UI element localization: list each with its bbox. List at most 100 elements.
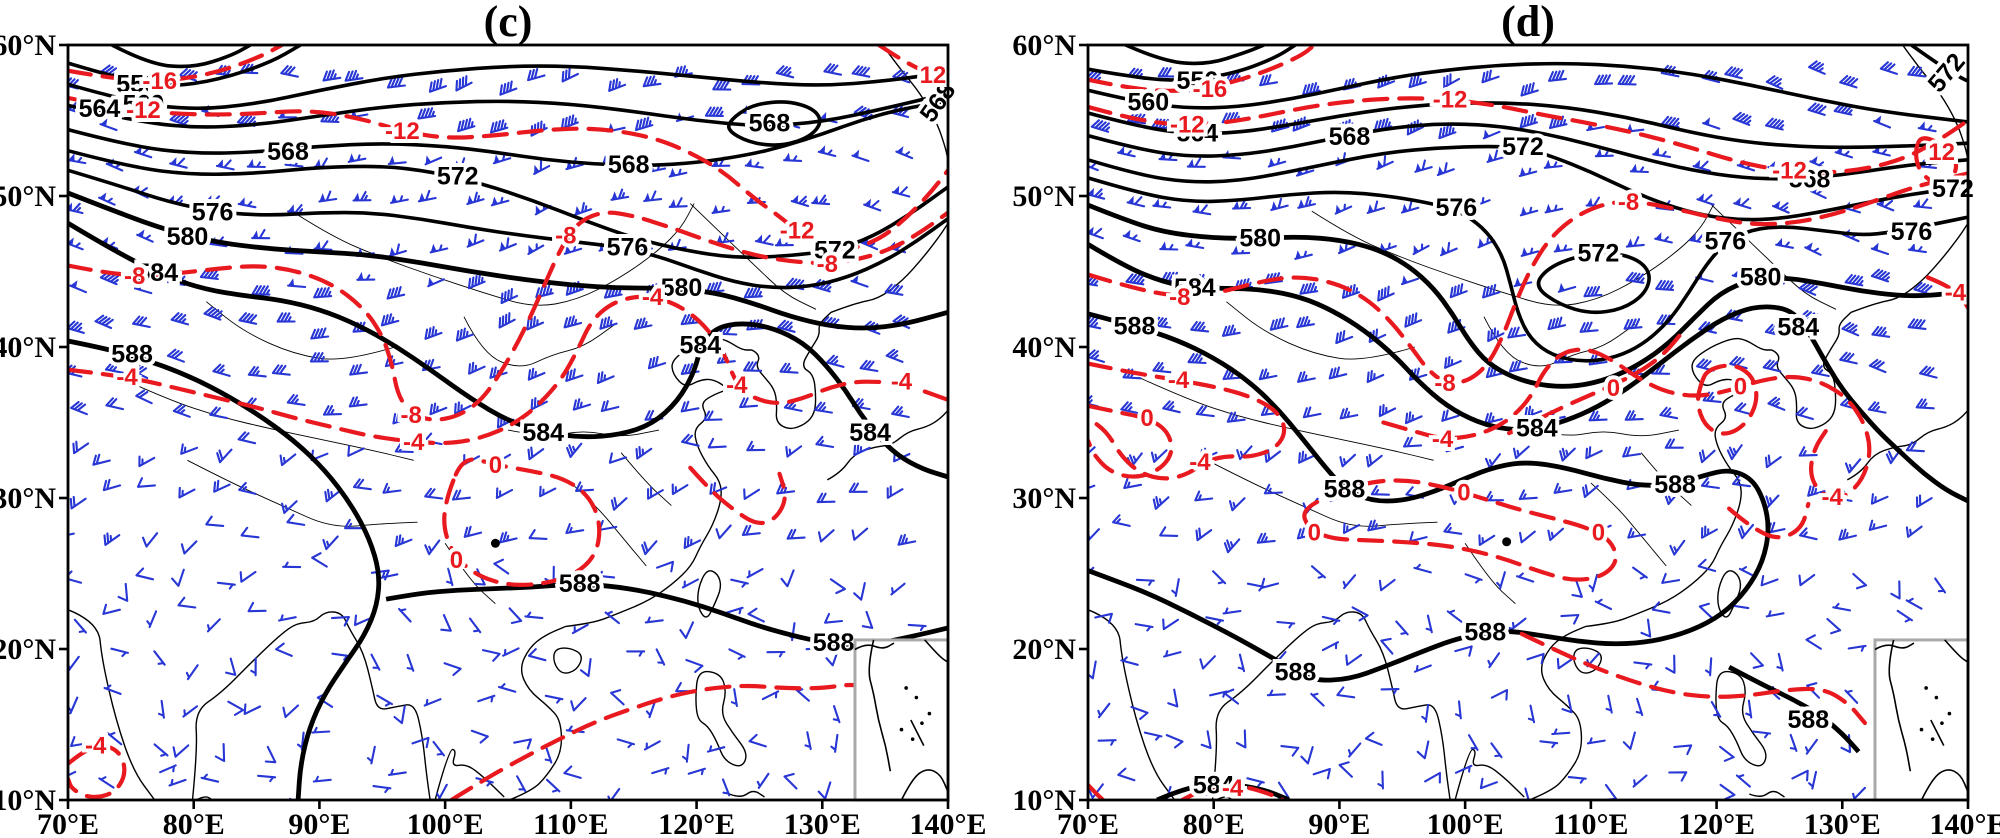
wind-barb	[98, 196, 116, 206]
plot-frame	[66, 43, 950, 802]
wind-barb	[1484, 412, 1503, 425]
wind-barb-pennant	[1514, 277, 1521, 286]
height-contour-588	[1088, 311, 1771, 683]
height-contour-588	[385, 582, 948, 647]
wind-barb	[817, 529, 835, 543]
wind-barb	[863, 199, 882, 212]
wind-barb-pennant	[775, 237, 782, 246]
height-contour-label: 576	[1435, 194, 1477, 222]
wind-barb	[1507, 326, 1527, 339]
wind-barb	[1516, 572, 1535, 583]
coastline	[830, 222, 948, 313]
wind-barb	[279, 453, 297, 467]
wind-barb	[644, 616, 664, 624]
wind-barb	[206, 618, 221, 633]
wind-barb	[1404, 312, 1423, 328]
wind-barb	[1905, 441, 1925, 453]
wind-barb	[452, 157, 472, 171]
wind-barb	[138, 455, 156, 468]
wind-barb	[1557, 285, 1577, 293]
wind-barb	[281, 500, 298, 514]
wind-barb	[1560, 613, 1580, 625]
temp-contour-label: 0	[1734, 373, 1747, 400]
wind-barb	[1445, 441, 1465, 453]
wind-barb	[643, 190, 663, 203]
inset-island-dot	[1940, 721, 1944, 725]
temp-contour-label: -4	[642, 284, 664, 311]
wind-barb	[1438, 124, 1457, 140]
wind-barb-pennant	[712, 204, 719, 213]
wind-barb	[1321, 641, 1340, 652]
wind-barb	[171, 568, 185, 587]
wind-barb	[497, 683, 517, 693]
wind-barb-pennant	[319, 193, 326, 202]
wind-barb	[1804, 738, 1818, 755]
province-border	[1640, 452, 1692, 506]
coastline	[1211, 611, 1451, 800]
wind-barb-pennant	[288, 278, 295, 287]
wind-barb	[651, 767, 670, 775]
wind-barb-pennant	[391, 194, 397, 203]
wind-barb	[286, 393, 306, 406]
wind-barb	[455, 327, 474, 342]
wind-barb	[1870, 247, 1890, 256]
wind-barb	[1484, 490, 1505, 502]
wind-barb	[1844, 458, 1862, 474]
wind-barb	[626, 650, 646, 657]
wind-barb	[68, 156, 87, 165]
wind-barb	[1424, 771, 1441, 784]
wind-barb	[785, 445, 803, 458]
wind-barb	[570, 697, 587, 712]
wind-barb	[117, 582, 129, 602]
wind-barb	[1441, 409, 1460, 422]
temp-contour-label: -4	[1222, 775, 1244, 802]
wind-barb-pennant	[1153, 198, 1160, 207]
wind-barb	[777, 319, 796, 333]
wind-barb	[379, 571, 399, 579]
wind-barb	[1302, 82, 1321, 96]
wind-barb	[573, 202, 593, 216]
wind-barb	[1336, 686, 1356, 699]
wind-barb	[1710, 700, 1722, 718]
wind-barb	[1548, 115, 1568, 130]
wind-barb	[133, 287, 153, 295]
wind-barb	[1808, 770, 1818, 790]
temp-contour-label: -4	[1945, 280, 1967, 307]
temp-contour-label: -4	[85, 733, 107, 760]
coastline	[68, 609, 156, 800]
wind-barb	[477, 694, 496, 703]
inset-island-dot	[914, 695, 919, 700]
wind-barb	[1088, 783, 1104, 799]
inset-island-dot	[927, 711, 932, 716]
wind-barb	[417, 189, 437, 203]
wind-barb	[1867, 401, 1887, 414]
wind-barb	[687, 767, 706, 776]
wind-barb	[1604, 783, 1618, 800]
wind-barb	[1258, 368, 1278, 381]
wind-barb	[1745, 699, 1753, 719]
wind-barb	[237, 200, 257, 209]
wind-barb	[610, 188, 630, 201]
wind-barb	[1190, 320, 1210, 333]
wind-barb	[1640, 618, 1652, 638]
wind-barb	[1408, 74, 1427, 89]
wind-barb	[1162, 400, 1181, 414]
wind-barb	[1088, 349, 1105, 363]
wind-barb	[739, 397, 759, 409]
height-contour-564	[68, 91, 948, 129]
wind-barb	[388, 243, 407, 257]
wind-barb	[1120, 401, 1139, 415]
wind-barb	[1632, 774, 1648, 788]
wind-barb	[1088, 484, 1096, 490]
wind-barb	[1443, 73, 1461, 89]
wind-barb	[287, 284, 307, 289]
wind-barb	[1380, 688, 1400, 695]
wind-barb	[1351, 606, 1369, 622]
wind-barb	[394, 442, 414, 454]
wind-barb	[1553, 482, 1573, 494]
temp-contour-label: -8	[817, 251, 838, 278]
wind-barb-pennant	[1689, 233, 1696, 242]
wind-barb	[747, 607, 765, 623]
wind-barb-pennant	[648, 163, 655, 172]
temp-contour-label: -4	[116, 364, 138, 391]
